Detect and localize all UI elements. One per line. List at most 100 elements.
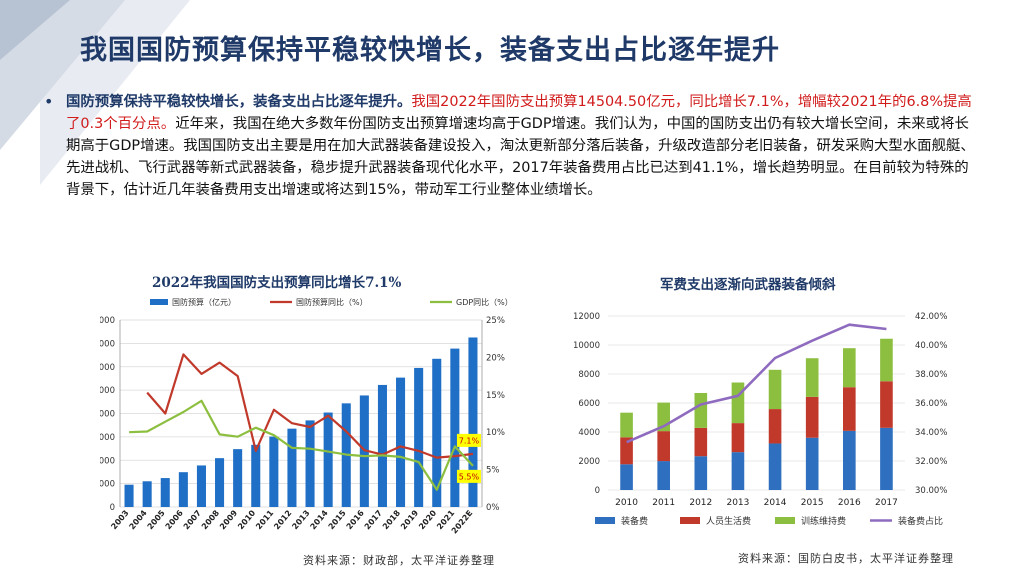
chart1-ytick-left: 14000 <box>100 339 115 349</box>
chart2-bar-training <box>731 382 745 424</box>
paragraph-bold: 国防预算保持平稳较快增长，装备支出占比逐年提升。 <box>66 94 412 110</box>
chart1-source: 资料来源：财政部，太平洋证券整理 <box>303 554 495 567</box>
chart1-ytick-left: 8000 <box>100 410 115 420</box>
chart2-bar-equipment <box>880 427 893 490</box>
chart2-bar-personnel <box>843 387 856 431</box>
chart1-bar <box>305 420 315 507</box>
chart1-annotation-box <box>456 469 481 483</box>
chart1-bar <box>269 436 279 507</box>
chart2-ytick-right: 42.00% <box>915 312 947 322</box>
chart2-bar-training <box>843 348 856 388</box>
page-title: 我国国防预算保持平稳较快增长，装备支出占比逐年提升 <box>80 35 780 66</box>
chart1-xtick: 2011 <box>254 508 275 531</box>
chart1-bar <box>468 337 478 507</box>
chart1-bar <box>196 465 206 507</box>
chart2-legend-label: 人员生活费 <box>706 515 751 527</box>
chart1-ytick-right: 20% <box>486 353 505 363</box>
chart2-xtick: 2016 <box>838 498 861 508</box>
chart2-xtick: 2017 <box>875 498 898 508</box>
chart2-source: 资料来源：国防白皮书，太平洋证券整理 <box>738 552 954 565</box>
chart2-bar-training <box>805 358 819 397</box>
chart2-bar-personnel <box>657 431 670 462</box>
chart1-line-budget-growth <box>146 353 474 459</box>
chart2-line-equipment-ratio <box>626 323 887 444</box>
body-paragraph: 国防预算保持平稳较快增长，装备支出占比逐年提升。我国2022年国防支出预算145… <box>66 91 982 201</box>
chart2-ytick-left: 8000 <box>578 370 600 380</box>
chart2-legend-swatch <box>595 517 615 524</box>
chart2-bar-equipment <box>843 430 856 490</box>
chart2-bar-training <box>768 369 782 410</box>
chart2-ytick-left: 2000 <box>578 457 600 467</box>
chart1-ytick-left: 2000 <box>100 480 115 490</box>
chart1-xtick: 2019 <box>399 508 420 531</box>
chart1-xtick: 2015 <box>327 508 348 531</box>
bullet-dot: • <box>44 92 54 111</box>
chart1-ytick-left: 0 <box>110 503 115 513</box>
chart1-bar <box>432 358 442 507</box>
chart1-title: 2022年我国国防支出预算同比增长7.1% <box>152 275 402 291</box>
chart1-xtick: 2014 <box>308 508 329 531</box>
chart1-xtick: 2016 <box>345 508 366 531</box>
chart2-bar-personnel <box>768 409 782 444</box>
chart2-xtick: 2013 <box>726 498 749 508</box>
chart2-ytick-left: 12000 <box>573 312 600 322</box>
chart2-ytick-right: 36.00% <box>915 399 947 409</box>
chart2-ytick-right: 32.00% <box>915 457 947 467</box>
chart2-xtick: 2010 <box>615 498 638 508</box>
chart2-legend-swatch <box>775 517 795 524</box>
chart2-bar-equipment <box>620 464 633 490</box>
chart1-legend-growth: 国防预算同比（%） <box>296 297 368 307</box>
chart1-bar <box>251 444 261 507</box>
paragraph-highlight: 我国2022年国防支出预算14504.50亿元，同比增长7.1%，增幅较2021… <box>66 94 972 132</box>
chart1-ytick-left: 12000 <box>100 363 115 373</box>
chart1-annotation-box <box>456 433 481 447</box>
chart2-xtick: 2012 <box>689 498 712 508</box>
chart1-line-gdp-growth <box>129 399 474 491</box>
chart1-xtick: 2008 <box>200 508 221 531</box>
chart1-bar <box>414 367 424 507</box>
chart1-xtick: 2007 <box>182 509 203 532</box>
chart1-ytick-left: 10000 <box>100 386 115 396</box>
chart2-bar-training <box>694 392 708 428</box>
chart1-xtick: 2013 <box>290 509 311 532</box>
chart2-bar-equipment <box>694 456 708 490</box>
chart2-ytick-right: 38.00% <box>915 370 947 380</box>
chart2-ytick-right: 40.00% <box>915 341 947 351</box>
chart1-annotation-label: 7.1% <box>459 436 480 445</box>
chart2-ytick-left: 4000 <box>578 428 600 438</box>
chart2-bar-personnel <box>880 381 893 428</box>
chart2-equipment-share: 0 2000 4000 6000 8000 10000 12000 30.00% 32.00% 3… <box>573 312 947 527</box>
chart1-xtick: 2009 <box>218 508 239 531</box>
chart2-ytick-right: 30.00% <box>915 486 947 496</box>
chart1-bar <box>233 449 243 507</box>
chart1-ytick-left: 4000 <box>100 456 115 466</box>
chart1-bar <box>323 412 333 507</box>
chart1-xtick: 2004 <box>127 508 148 531</box>
chart1-bar <box>450 348 460 507</box>
chart1-bar <box>215 458 225 507</box>
chart2-ytick-right: 34.00% <box>915 428 947 438</box>
chart1-bar <box>178 472 188 507</box>
chart1-legend-swatch-budget <box>150 299 168 305</box>
chart2-bar-personnel <box>694 427 708 457</box>
chart1-xtick: 2017 <box>363 509 384 532</box>
chart1-bar <box>287 428 297 507</box>
corner-decoration <box>0 0 190 185</box>
chart1-ytick-right: 25% <box>486 316 505 326</box>
chart2-ytick-left: 0 <box>595 486 600 496</box>
chart2-legend-label: 训练维持费 <box>801 515 846 527</box>
chart1-legend-gdp: GDP同比（%） <box>456 297 513 307</box>
chart1-xtick: 2018 <box>381 508 402 531</box>
chart1-bar <box>160 478 170 507</box>
chart2-bar-equipment <box>731 452 745 490</box>
chart2-legend-label: 装备费占比 <box>898 515 943 527</box>
chart1-ytick-right: 5% <box>486 466 500 476</box>
chart2-bar-personnel <box>731 423 745 453</box>
chart1-bar <box>377 384 387 507</box>
chart2-bar-personnel <box>620 437 633 465</box>
chart1-bar <box>396 377 406 507</box>
chart1-xtick: 2005 <box>146 508 167 531</box>
chart2-xtick: 2011 <box>652 498 675 508</box>
chart1-legend-budget: 国防预算（亿元） <box>172 297 236 307</box>
chart1-annotation-label: 5.5% <box>459 472 480 481</box>
